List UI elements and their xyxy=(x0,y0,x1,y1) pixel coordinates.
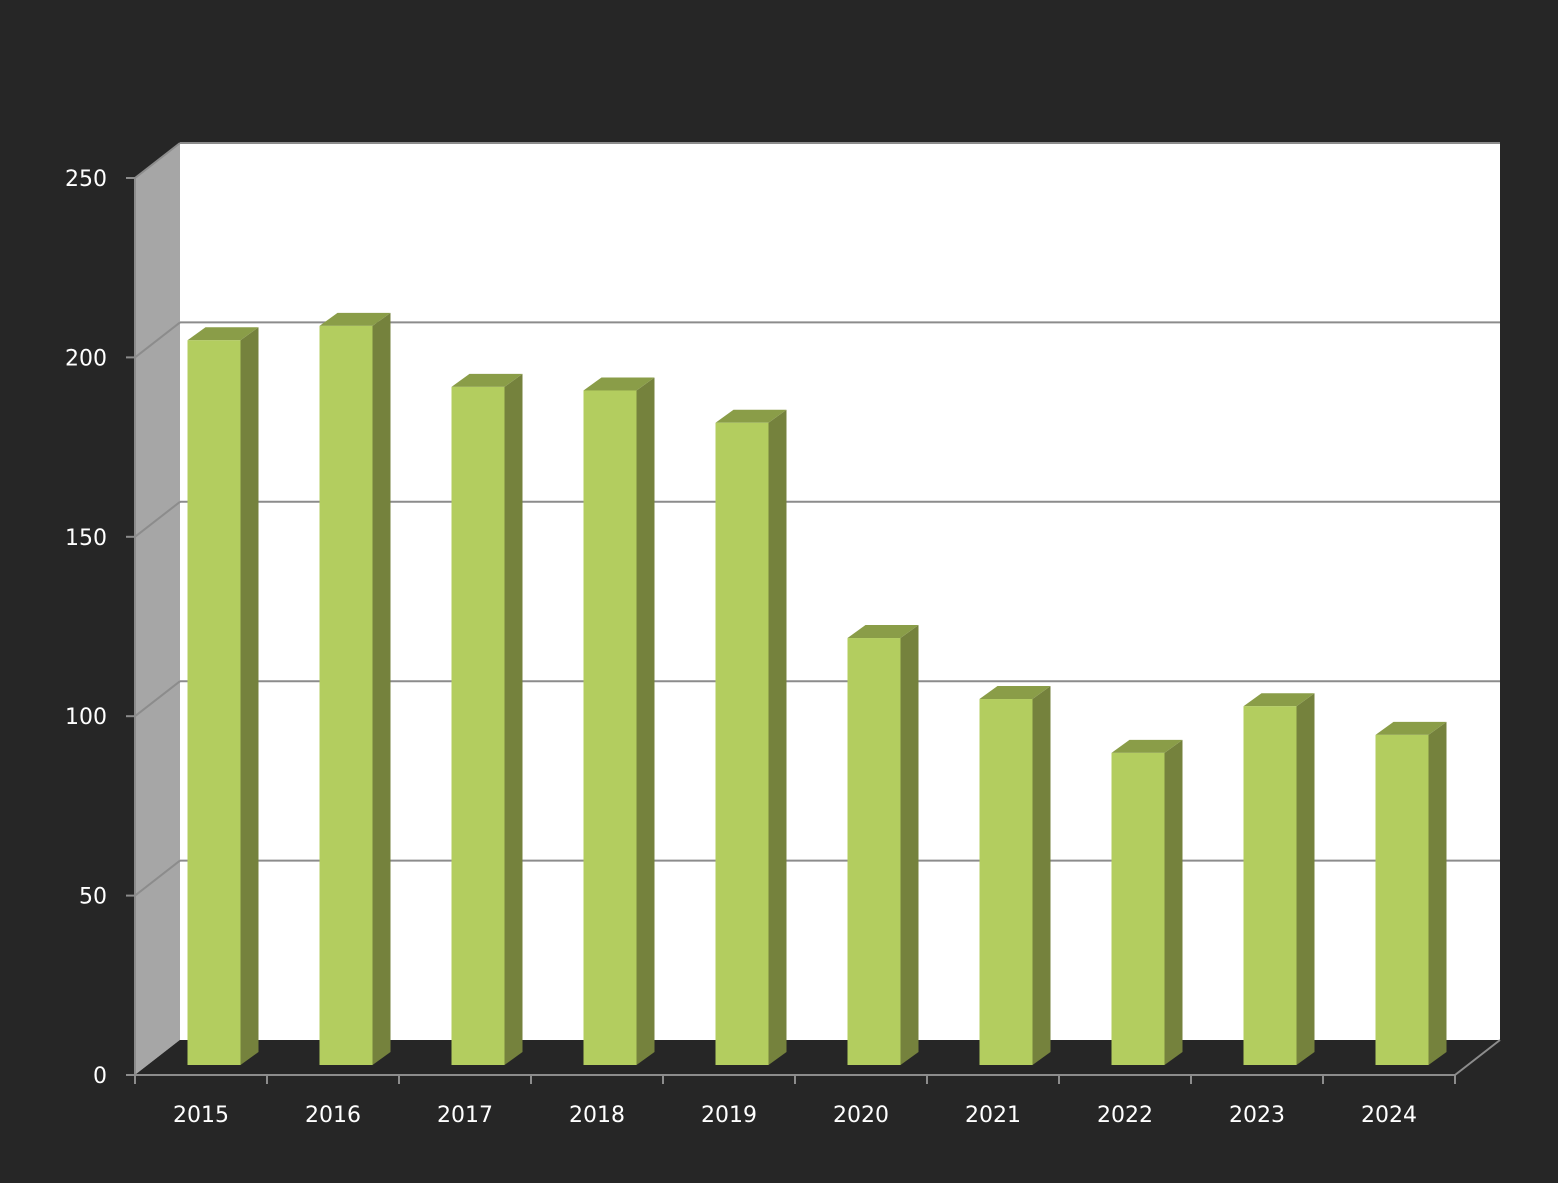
side-wall xyxy=(135,143,180,1075)
x-tick-label: 2022 xyxy=(1097,1103,1153,1128)
bar-front xyxy=(979,699,1033,1065)
gridlines xyxy=(134,142,1500,897)
gridline-side xyxy=(134,501,181,538)
bar-top xyxy=(187,327,259,341)
gridline-side xyxy=(134,859,181,897)
bar-top xyxy=(847,625,919,639)
bar-side xyxy=(900,625,919,1065)
bar-2017 xyxy=(451,373,523,1065)
gridline-side xyxy=(134,321,181,359)
bar-2019 xyxy=(715,409,787,1065)
bar-top xyxy=(583,377,655,391)
x-axis-labels: 2015 2016 2017 2018 2019 2020 2021 2022 2023 2024 xyxy=(173,1103,1417,1128)
bar-2015 xyxy=(187,327,259,1065)
y-tick-label: 250 xyxy=(65,167,107,192)
bar-front xyxy=(187,340,241,1065)
bar-side xyxy=(372,312,391,1065)
floor-edge xyxy=(1454,1039,1501,1076)
bar-front xyxy=(583,390,637,1065)
bar-side xyxy=(1296,693,1315,1065)
gridline-side xyxy=(134,142,181,179)
bar-front xyxy=(1111,752,1165,1065)
bar-side xyxy=(636,377,655,1065)
bar-top xyxy=(1111,739,1183,753)
bar-2022 xyxy=(1111,739,1183,1065)
bar-front xyxy=(847,638,901,1065)
y-axis-labels: 0 50 100 150 200 250 xyxy=(65,167,107,1089)
bar-top xyxy=(979,686,1051,700)
x-tick-label: 2017 xyxy=(437,1103,493,1128)
bar-front xyxy=(1375,734,1429,1065)
axes xyxy=(126,177,1501,1084)
x-tick-label: 2024 xyxy=(1361,1103,1417,1128)
y-tick-label: 100 xyxy=(65,705,107,730)
bar-2023 xyxy=(1243,693,1315,1065)
bar-front xyxy=(451,386,505,1065)
bar-side xyxy=(1428,721,1447,1065)
bar-top xyxy=(715,409,787,423)
y-tick-label: 50 xyxy=(79,885,107,910)
bar-top xyxy=(1243,693,1315,707)
bar-side xyxy=(1164,739,1183,1065)
x-tick-label: 2015 xyxy=(173,1103,229,1128)
bar-2024 xyxy=(1375,721,1447,1065)
x-tick-label: 2020 xyxy=(833,1103,889,1128)
y-tick-label: 150 xyxy=(65,526,107,551)
bar-front xyxy=(715,422,769,1065)
x-tick-label: 2021 xyxy=(965,1103,1021,1128)
bar-top xyxy=(319,312,391,326)
bar-2016 xyxy=(319,312,391,1065)
bars xyxy=(187,312,1447,1065)
y-tick-label: 200 xyxy=(65,346,107,371)
bar-2020 xyxy=(847,625,919,1065)
bar-2018 xyxy=(583,377,655,1065)
bar-top xyxy=(1375,721,1447,735)
x-tick-label: 2019 xyxy=(701,1103,757,1128)
bar-side xyxy=(1032,686,1051,1065)
x-tick-label: 2016 xyxy=(305,1103,361,1128)
x-tick-label: 2018 xyxy=(569,1103,625,1128)
bar-front xyxy=(319,325,373,1065)
bar-top xyxy=(451,373,523,387)
bar-side xyxy=(240,327,259,1065)
x-tick-label: 2023 xyxy=(1229,1103,1285,1128)
bar-2021 xyxy=(979,686,1051,1065)
gridline-side xyxy=(134,680,181,717)
bar-side xyxy=(504,373,523,1065)
bar-front xyxy=(1243,706,1297,1065)
bar-side xyxy=(768,409,787,1065)
y-tick-label: 0 xyxy=(93,1064,107,1089)
